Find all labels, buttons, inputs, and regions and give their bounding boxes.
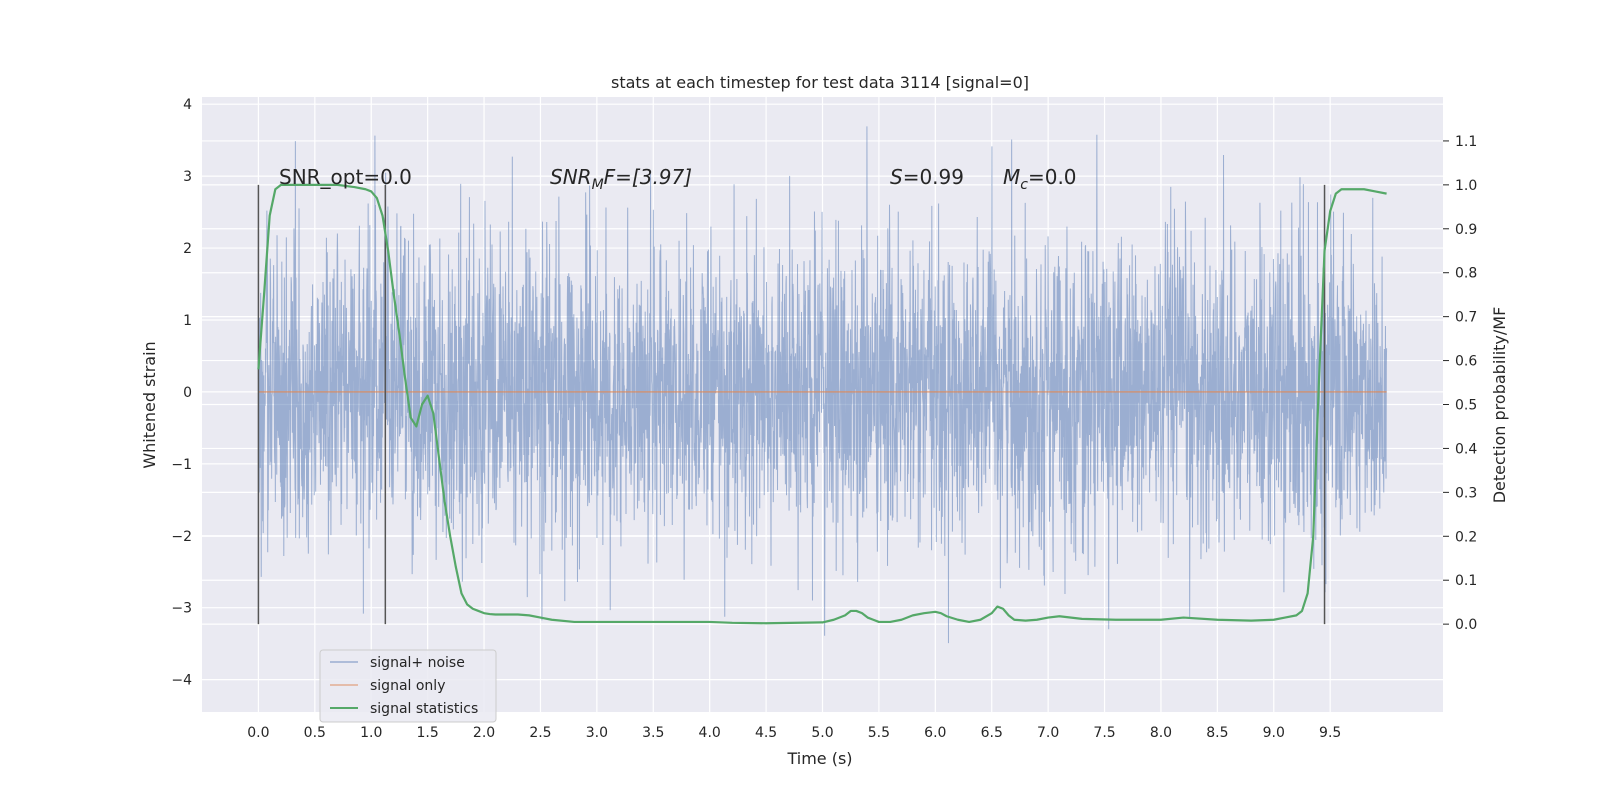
y-axis-label-right: Detection probability/MF (1490, 307, 1509, 504)
x-tick-label: 9.5 (1319, 725, 1341, 741)
mc-sub: c (1020, 177, 1028, 193)
legend-box (319, 649, 497, 723)
x-tick-label: 3.5 (642, 725, 664, 741)
s-value: =0.99 (903, 165, 964, 189)
stats-line (257, 183, 1387, 625)
x-tick-labels: 0.0 0.5 1.0 1.5 2.0 2.5 3.0 3.5 4.0 4.5 5.0 5.5 6.0 6… (247, 725, 1341, 741)
y-axis-label-left: Whitened strain (140, 341, 159, 468)
annotation-mc: Mc=0.0 (1003, 165, 1077, 193)
y-right-tick-label: 1.0 (1455, 178, 1477, 194)
x-tick-label: 1.5 (417, 725, 439, 741)
y-left-tick-label: −3 (171, 601, 192, 617)
x-tick-label: 5.0 (811, 725, 833, 741)
x-tick-label: 2.5 (529, 725, 551, 741)
x-tick-label: 8.5 (1206, 725, 1228, 741)
x-tick-label: 6.5 (981, 725, 1003, 741)
y-left-tick-label: −2 (171, 529, 192, 545)
annotation-snr-opt: SNR_opt=0.0 (279, 165, 412, 189)
legend-label-stats: signal statistics (370, 701, 478, 717)
legend-label-noise: signal+ noise (370, 655, 465, 671)
snr-mf-base: SNR (550, 165, 592, 189)
legend: signal+ noise signal only signal statist… (319, 649, 497, 723)
x-tick-label: 7.0 (1037, 725, 1059, 741)
chart-title: stats at each timestep for test data 311… (611, 73, 1029, 92)
x-tick-label: 5.5 (868, 725, 890, 741)
x-axis-label: Time (s) (786, 749, 852, 768)
x-tick-label: 4.0 (699, 725, 721, 741)
y-right-tick-label: 0.4 (1455, 441, 1477, 457)
x-tick-label: 8.0 (1150, 725, 1172, 741)
y-right-tick-label: 1.1 (1455, 134, 1477, 150)
y-left-tick-label: 4 (183, 97, 192, 113)
x-tick-label: 3.0 (586, 725, 608, 741)
x-tick-label: 4.5 (755, 725, 777, 741)
mc-value: =0.0 (1028, 165, 1077, 189)
legend-label-signal: signal only (370, 678, 445, 694)
s-var: S (890, 165, 903, 189)
y-left-tick-labels: 4 3 2 1 0 −1 −2 −3 −4 (171, 97, 192, 688)
y-right-tick-labels: 1.1 1.0 0.9 0.8 0.7 0.6 0.5 0.4 0.3 0.2 0.1 0.0 (1443, 134, 1477, 633)
y-right-tick-label: 0.0 (1455, 617, 1477, 633)
snr-mf-sub: M (592, 177, 604, 193)
y-left-tick-label: −4 (171, 673, 192, 689)
x-tick-label: 7.5 (1093, 725, 1115, 741)
x-tick-label: 0.5 (304, 725, 326, 741)
y-right-tick-label: 0.8 (1455, 266, 1477, 282)
x-tick-label: 6.0 (924, 725, 946, 741)
y-right-tick-label: 0.5 (1455, 398, 1477, 414)
y-right-tick-label: 0.7 (1455, 310, 1477, 326)
annotation-s: S=0.99 (890, 165, 964, 189)
stats-series (257, 183, 1387, 625)
y-left-tick-label: 0 (183, 385, 192, 401)
y-right-tick-label: 0.6 (1455, 354, 1477, 370)
y-left-tick-label: 1 (183, 313, 192, 329)
mc-var: M (1003, 165, 1020, 189)
x-tick-label: 1.0 (360, 725, 382, 741)
y-left-tick-label: −1 (171, 457, 192, 473)
y-left-tick-label: 3 (183, 169, 192, 185)
y-right-tick-label: 0.3 (1455, 485, 1477, 501)
annotation-snr-mf: SNRMF=[3.97] (550, 165, 692, 193)
x-tick-label: 0.0 (247, 725, 269, 741)
snr-mf-rest: F=[3.97] (604, 165, 692, 189)
x-tick-label: 2.0 (473, 725, 495, 741)
y-right-tick-label: 0.1 (1455, 573, 1477, 589)
y-right-tick-label: 0.2 (1455, 529, 1477, 545)
x-tick-label: 9.0 (1263, 725, 1285, 741)
y-right-tick-label: 0.9 (1455, 222, 1477, 238)
y-left-tick-label: 2 (183, 241, 192, 257)
